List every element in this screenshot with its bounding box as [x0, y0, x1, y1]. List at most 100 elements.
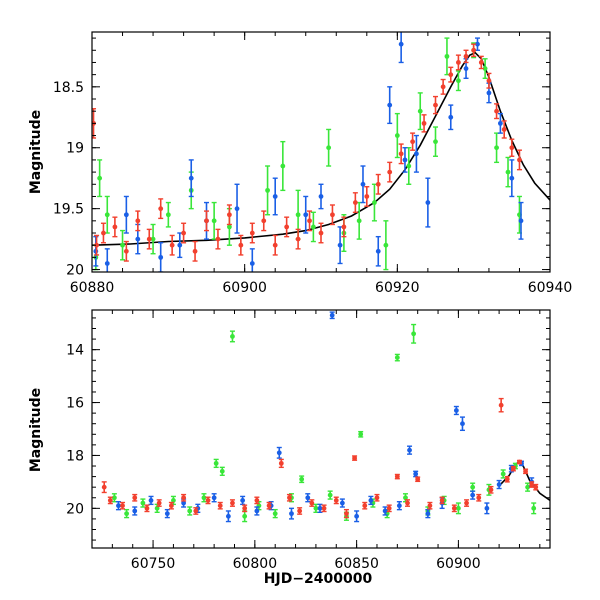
green-data-point	[295, 212, 301, 218]
green-data-point	[299, 476, 305, 482]
blue-data-point	[368, 498, 374, 503]
red-data-point	[266, 503, 272, 509]
blue-data-point	[375, 248, 381, 254]
blue-data-point	[337, 242, 343, 248]
green-data-point	[411, 331, 417, 337]
red-data-point	[158, 206, 164, 212]
red-data-point	[488, 487, 494, 493]
green-data-point	[494, 145, 499, 151]
red-data-point	[242, 505, 248, 511]
red-data-point	[398, 151, 404, 157]
green-data-point	[171, 498, 176, 503]
green-data-point	[242, 513, 248, 519]
red-data-point	[394, 474, 400, 479]
red-data-point	[427, 503, 433, 509]
red-series	[101, 397, 539, 519]
red-data-point	[135, 218, 141, 224]
blue-data-point	[177, 242, 183, 248]
red-data-point	[230, 500, 235, 506]
red-data-point	[107, 498, 113, 503]
red-data-point	[238, 242, 244, 248]
blue-data-point	[254, 508, 260, 514]
blue-data-point	[249, 261, 255, 266]
green-data-point	[500, 471, 506, 477]
red-data-point	[386, 505, 392, 511]
green-data-point	[187, 508, 193, 514]
blue-data-point	[425, 511, 431, 517]
blue-data-point	[123, 212, 129, 218]
green-data-point	[104, 212, 110, 218]
green-data-point	[97, 175, 103, 181]
red-data-point	[517, 459, 522, 465]
y-tick-label: 20	[66, 501, 84, 517]
red-data-point	[217, 503, 223, 509]
red-data-point	[494, 108, 499, 114]
red-data-point	[307, 218, 312, 224]
blue-data-point	[448, 114, 454, 120]
red-data-point	[272, 242, 278, 248]
model-fit-curve	[92, 51, 550, 246]
red-data-point	[387, 169, 393, 175]
x-tick-label: 60900	[436, 556, 481, 572]
y-tick-label: 16	[66, 396, 84, 412]
red-data-point	[120, 503, 125, 509]
top-panel-ylabel: Magnitude	[28, 110, 44, 194]
red-data-point	[181, 495, 187, 501]
green-data-point	[227, 224, 232, 230]
green-data-point	[433, 139, 438, 145]
red-data-point	[284, 224, 290, 230]
blue-data-point	[116, 503, 121, 509]
blue-data-point	[272, 194, 278, 199]
blue-data-point	[354, 513, 360, 519]
red-data-point	[433, 102, 438, 108]
plot-area	[92, 32, 550, 272]
red-data-point	[123, 248, 129, 254]
red-data-point	[227, 212, 232, 218]
blue-data-point	[387, 102, 393, 108]
green-data-point	[326, 145, 332, 151]
blue-data-point	[470, 492, 476, 498]
blue-data-point	[398, 41, 404, 47]
red-data-point	[287, 495, 292, 501]
red-data-point	[498, 402, 504, 408]
red-data-point	[112, 224, 118, 230]
blue-data-point	[453, 408, 459, 413]
red-data-point	[261, 218, 267, 224]
green-data-point	[531, 505, 537, 511]
red-data-point	[146, 236, 152, 242]
blue-data-point	[158, 254, 164, 260]
red-series	[92, 43, 522, 262]
red-data-point	[254, 498, 260, 503]
blue-data-point	[104, 261, 110, 266]
green-data-point	[358, 431, 364, 437]
red-data-point	[374, 495, 380, 501]
green-data-point	[150, 236, 156, 242]
blue-series	[115, 311, 535, 523]
green-data-point	[372, 200, 377, 205]
red-data-point	[517, 157, 522, 163]
red-data-point	[341, 224, 347, 230]
green-data-point	[310, 224, 316, 230]
green-data-point	[124, 511, 130, 517]
plot-area	[101, 311, 550, 523]
green-data-point	[272, 511, 278, 517]
blue-data-point	[402, 157, 408, 163]
red-data-point	[486, 78, 492, 84]
bottom-panel-ylabel: Magnitude	[28, 388, 44, 472]
red-data-point	[439, 498, 445, 503]
red-data-point	[352, 200, 358, 205]
blue-data-point	[211, 495, 217, 501]
blue-data-point	[317, 505, 323, 511]
red-data-point	[405, 500, 410, 506]
green-data-point	[383, 242, 389, 248]
red-data-point	[295, 236, 301, 242]
green-data-point	[356, 218, 362, 224]
green-data-point	[313, 505, 319, 511]
red-data-point	[364, 194, 370, 199]
blue-data-point	[463, 66, 469, 71]
green-data-point	[525, 484, 531, 490]
red-data-point	[330, 212, 335, 218]
blue-data-point	[360, 181, 366, 187]
blue-data-point	[135, 236, 141, 242]
